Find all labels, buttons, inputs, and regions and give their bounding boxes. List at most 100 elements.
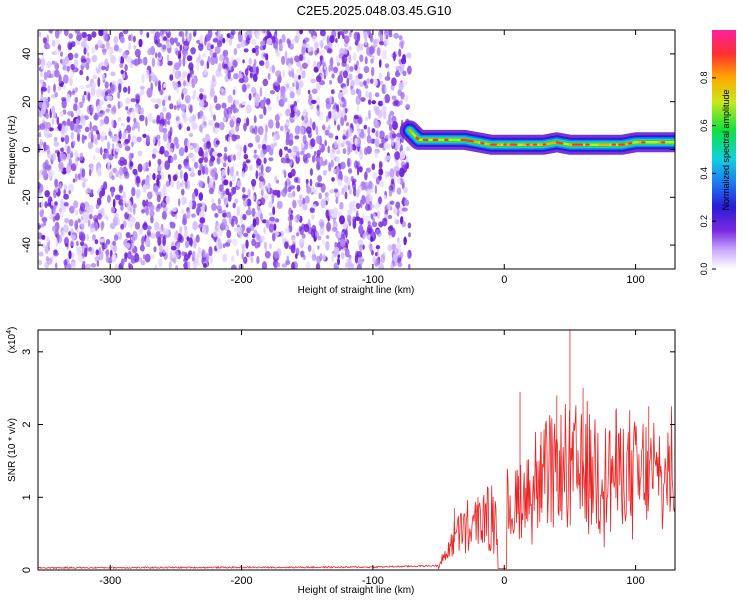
noise-speckle <box>70 240 74 247</box>
noise-speckle <box>79 69 84 76</box>
noise-speckle <box>59 199 64 209</box>
noise-speckle <box>347 157 350 168</box>
noise-speckle <box>375 130 379 138</box>
noise-speckle <box>141 209 146 214</box>
noise-speckle <box>157 236 162 247</box>
noise-speckle <box>350 88 356 96</box>
noise-speckle <box>311 204 317 209</box>
noise-speckle <box>46 235 49 244</box>
noise-speckle <box>275 121 280 129</box>
noise-speckle <box>137 150 143 157</box>
noise-speckle <box>315 125 319 135</box>
noise-speckle <box>342 139 347 144</box>
noise-speckle <box>337 231 342 239</box>
noise-speckle <box>218 122 225 131</box>
noise-speckle <box>266 38 273 46</box>
y-tick-label: 20 <box>21 96 33 108</box>
noise-speckle <box>208 246 213 257</box>
noise-speckle <box>101 65 106 71</box>
noise-speckle <box>297 34 301 42</box>
noise-speckle <box>379 59 382 68</box>
noise-speckle <box>268 119 274 129</box>
noise-speckle <box>397 261 403 268</box>
noise-speckle <box>131 141 134 148</box>
noise-speckle <box>221 156 224 165</box>
noise-speckle <box>238 103 242 109</box>
noise-speckle <box>285 226 290 234</box>
noise-speckle <box>347 126 353 137</box>
noise-speckle <box>282 69 286 79</box>
noise-speckle <box>354 216 361 221</box>
noise-speckle <box>391 133 397 139</box>
noise-speckle <box>221 89 227 97</box>
noise-speckle <box>385 170 388 178</box>
noise-speckle <box>59 152 65 162</box>
noise-speckle <box>111 188 114 198</box>
noise-speckle <box>198 180 205 188</box>
noise-speckle <box>85 189 88 195</box>
noise-speckle <box>207 175 210 185</box>
noise-speckle <box>398 205 405 215</box>
noise-speckle <box>213 114 216 122</box>
noise-speckle <box>391 95 397 101</box>
noise-speckle <box>367 220 371 227</box>
noise-speckle <box>180 209 185 214</box>
noise-speckle <box>135 176 141 184</box>
noise-speckle <box>344 262 348 268</box>
noise-speckle <box>309 207 315 214</box>
noise-speckle <box>281 33 286 43</box>
noise-speckle <box>60 136 65 143</box>
noise-speckle <box>211 198 215 204</box>
noise-speckle <box>291 237 296 245</box>
noise-speckle <box>316 75 322 83</box>
noise-speckle <box>38 224 42 229</box>
noise-speckle <box>94 256 101 262</box>
noise-speckle <box>181 188 185 196</box>
noise-speckle <box>138 38 143 48</box>
noise-speckle <box>158 150 165 155</box>
noise-speckle <box>105 108 110 113</box>
noise-speckle <box>328 125 331 130</box>
noise-speckle <box>227 69 231 80</box>
noise-speckle <box>263 241 267 249</box>
noise-speckle <box>214 55 218 65</box>
noise-speckle <box>374 92 380 98</box>
noise-speckle <box>152 173 156 181</box>
noise-speckle <box>142 199 147 207</box>
noise-speckle <box>367 30 371 36</box>
noise-speckle <box>192 75 197 85</box>
noise-speckle <box>253 149 257 154</box>
noise-speckle <box>229 180 233 187</box>
noise-speckle <box>346 259 352 264</box>
noise-speckle <box>252 218 257 228</box>
noise-speckle <box>249 125 255 134</box>
noise-speckle <box>354 137 359 146</box>
noise-speckle <box>80 40 87 48</box>
noise-speckle <box>38 251 44 257</box>
noise-speckle <box>44 201 48 209</box>
noise-speckle <box>158 138 161 147</box>
noise-speckle <box>317 175 323 183</box>
noise-speckle <box>140 260 146 266</box>
noise-speckle <box>107 103 112 109</box>
noise-speckle <box>296 98 300 103</box>
noise-speckle <box>99 238 105 243</box>
noise-speckle <box>201 225 206 235</box>
noise-speckle <box>102 48 107 56</box>
noise-speckle <box>170 179 175 188</box>
noise-speckle <box>105 239 111 245</box>
noise-speckle <box>123 86 128 93</box>
noise-speckle <box>241 187 246 193</box>
noise-speckle <box>316 162 321 171</box>
noise-speckle <box>68 158 72 167</box>
noise-speckle <box>245 159 251 164</box>
noise-speckle <box>196 62 200 72</box>
noise-speckle <box>250 251 255 257</box>
noise-speckle <box>70 234 76 241</box>
noise-speckle <box>158 226 163 234</box>
noise-speckle <box>82 260 86 265</box>
noise-speckle <box>135 93 141 100</box>
noise-speckle <box>242 163 248 172</box>
noise-speckle <box>257 143 261 150</box>
noise-speckle <box>223 63 228 69</box>
